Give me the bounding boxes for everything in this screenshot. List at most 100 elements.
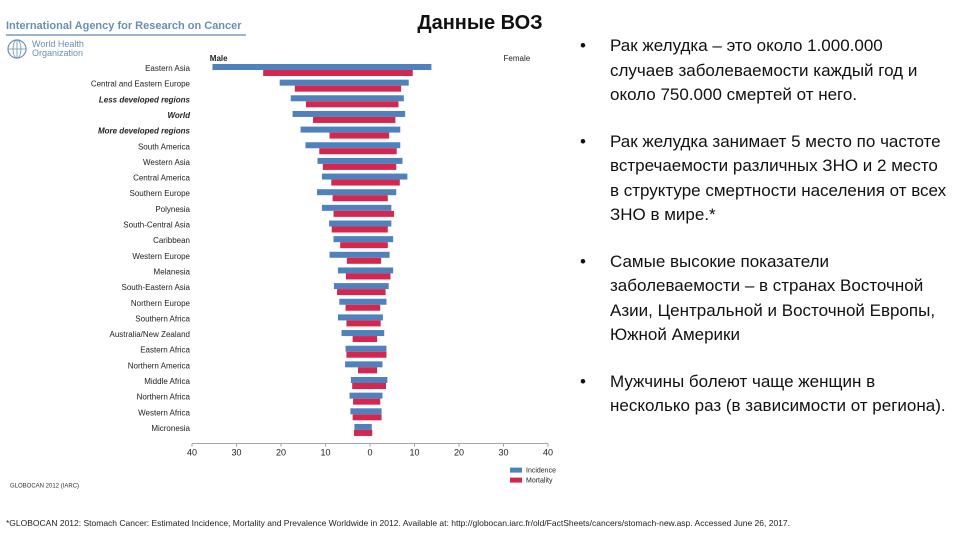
category-label: World: [167, 111, 191, 120]
mortality-bar: [294, 85, 402, 92]
category-label: Western Europe: [132, 252, 190, 261]
legend-swatch-mortality: [510, 477, 522, 483]
category-label: Northern America: [128, 361, 191, 370]
mortality-bar: [345, 273, 391, 280]
incidence-bar: [317, 157, 403, 164]
category-label: Australia/New Zealand: [110, 330, 190, 339]
mortality-bar: [263, 70, 413, 76]
mortality-bar: [346, 320, 381, 327]
category-label: Southern Africa: [135, 314, 190, 323]
incidence-bar: [333, 236, 394, 243]
incidence-bar: [329, 251, 390, 258]
bullet-marker: •: [580, 251, 586, 271]
bullet-item: • Самые высокие показатели заболеваемости…: [580, 250, 950, 348]
category-label: More developed regions: [98, 127, 191, 136]
mortality-bar: [331, 179, 400, 186]
incidence-bar: [333, 283, 389, 290]
incidence-bar: [305, 142, 401, 149]
category-label: Micronesia: [151, 424, 190, 433]
x-tick-label: 10: [320, 448, 330, 458]
incidence-bar: [321, 173, 408, 180]
category-label: Western Asia: [143, 158, 191, 167]
iarc-header-text: International Agency for Research on Can…: [6, 20, 242, 32]
category-label: Northern Africa: [137, 393, 191, 402]
source-label: GLOBOCAN 2012 (IARC): [10, 484, 79, 490]
incidence-bar: [350, 377, 388, 383]
category-label: Eastern Asia: [145, 64, 190, 73]
category-label: Polynesia: [155, 205, 190, 214]
mortality-bar: [352, 383, 387, 389]
x-tick-label: 30: [231, 448, 241, 458]
bullet-list: • Рак желудка – это около 1.000.000 случа…: [580, 34, 950, 441]
incidence-bar: [337, 267, 394, 274]
footnote: *GLOBOCAN 2012: Stomach Cancer: Estimate…: [6, 518, 790, 528]
stomach-cancer-chart: Male Female Eastern Asia Central and Easter…: [10, 54, 556, 490]
who-logo-text: World Health Organization: [32, 40, 84, 58]
mortality-bar: [313, 116, 396, 123]
bullet-marker: •: [580, 36, 586, 55]
category-label: South-Central Asia: [123, 221, 190, 230]
header-rule: [6, 34, 246, 36]
category-label: Central America: [133, 174, 190, 183]
bullet-item: • Мужчины болеют чаще женщин в несколько …: [580, 370, 950, 419]
incidence-bar: [350, 408, 382, 415]
incidence-bar: [290, 95, 404, 102]
mortality-bar: [305, 101, 399, 108]
incidence-bar: [321, 204, 392, 211]
x-tick-label: 20: [276, 448, 286, 458]
mortality-bar: [353, 398, 381, 405]
legend-label-incidence: Incidence: [526, 468, 556, 475]
x-tick-label: 0: [367, 448, 372, 458]
category-label: South America: [138, 142, 191, 151]
female-label: Female: [504, 54, 531, 63]
x-tick-label: 40: [543, 448, 553, 458]
incidence-bar: [300, 126, 401, 133]
category-label: Northern Europe: [131, 299, 191, 308]
mortality-bar: [345, 304, 381, 311]
category-label: Central and Eastern Europe: [91, 80, 191, 89]
incidence-bar: [317, 189, 397, 196]
bullet-text: Мужчины болеют чаще женщин в несколько р…: [610, 371, 946, 416]
mortality-bar: [352, 336, 378, 343]
bullet-marker: •: [580, 131, 586, 151]
incidence-bar: [341, 330, 385, 337]
legend-swatch-incidence: [510, 467, 522, 473]
incidence-bar: [292, 110, 406, 117]
who-line-1: World Health: [32, 39, 84, 49]
x-tick-label: 20: [454, 448, 464, 458]
bullet-item: • Рак желудка занимает 5 место по частоте…: [580, 130, 950, 228]
category-label: Western Africa: [138, 408, 190, 417]
bullet-marker: •: [580, 371, 586, 391]
incidence-bar: [339, 298, 387, 305]
bullet-text: Рак желудка занимает 5 место по частоте …: [610, 131, 947, 225]
x-tick-label: 10: [409, 448, 419, 458]
mortality-bar: [331, 226, 388, 233]
incidence-bar: [329, 220, 392, 227]
bullet-text: Рак желудка – это около 1.000.000 случае…: [610, 36, 918, 104]
mortality-bar: [333, 210, 395, 217]
category-label: South-Eastern Asia: [122, 283, 191, 292]
mortality-bar: [357, 367, 378, 374]
incidence-bar: [345, 361, 383, 368]
bullet-text: Самые высокие показатели заболеваемости …: [610, 251, 936, 345]
category-label: Caribbean: [153, 236, 190, 245]
mortality-bar: [337, 289, 386, 296]
x-tick-label: 30: [498, 448, 508, 458]
slide-title: Данные ВОЗ: [417, 12, 543, 34]
mortality-bar: [340, 242, 388, 249]
male-label: Male: [210, 54, 228, 63]
incidence-bar: [345, 345, 387, 352]
category-label: Less developed regions: [99, 95, 191, 104]
mortality-bar: [329, 132, 390, 139]
incidence-bar: [279, 79, 409, 86]
mortality-bar: [346, 351, 387, 358]
mortality-bar: [332, 195, 388, 202]
mortality-bar: [352, 414, 382, 421]
incidence-bar: [212, 64, 432, 70]
legend-label-mortality: Mortality: [526, 478, 553, 485]
x-tick-label: 40: [187, 448, 197, 458]
who-emblem-icon: [7, 39, 27, 59]
who-line-2: Organization: [32, 48, 84, 58]
category-label: Melanesia: [154, 267, 191, 276]
bullet-item: • Рак желудка – это около 1.000.000 случа…: [580, 34, 950, 108]
